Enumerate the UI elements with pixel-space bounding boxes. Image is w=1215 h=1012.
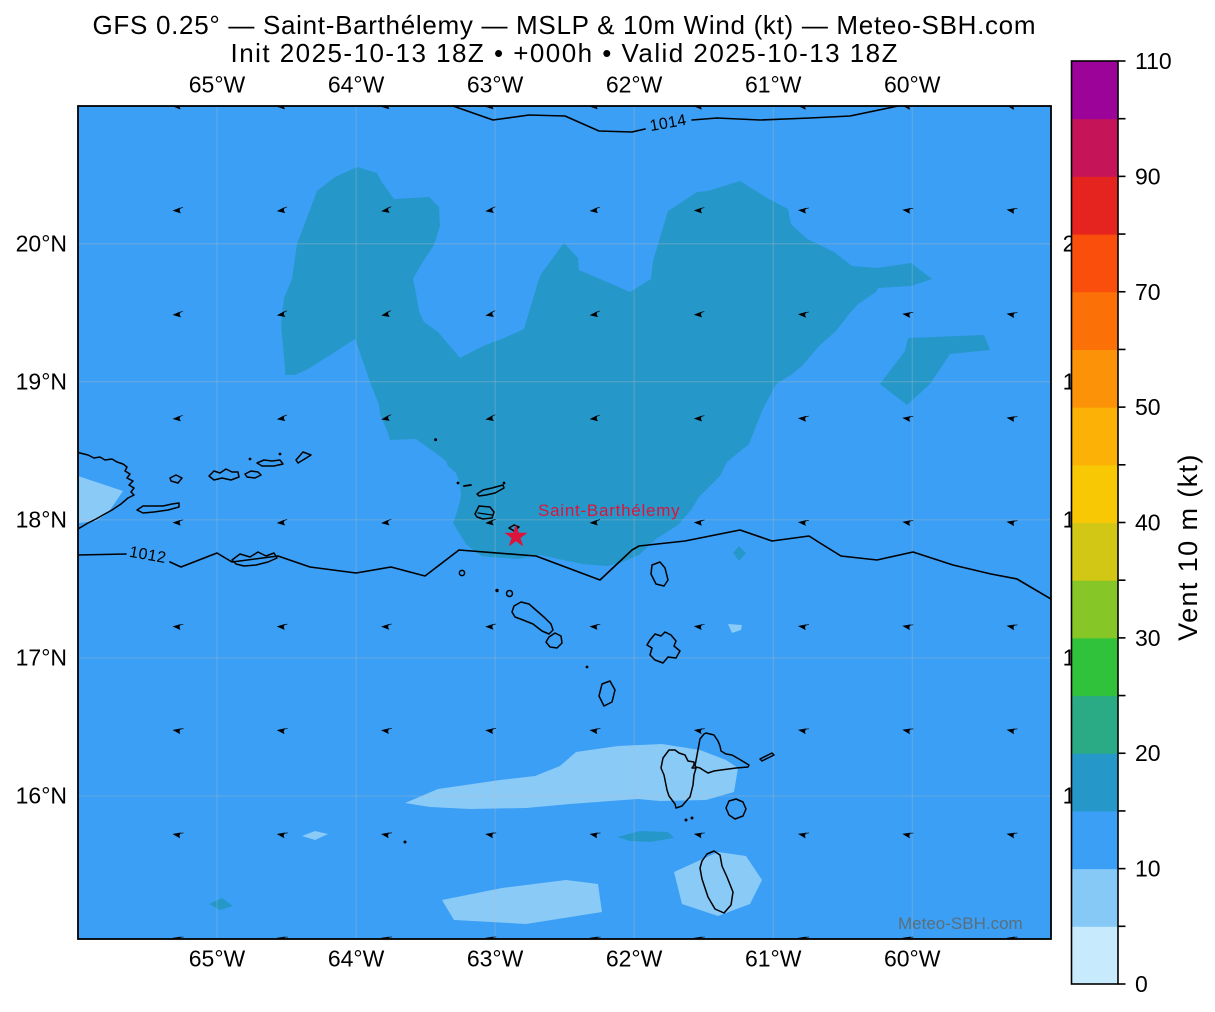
svg-text:0: 0 (1135, 971, 1148, 997)
svg-text:60°W: 60°W (884, 946, 941, 972)
svg-text:1012: 1012 (128, 544, 168, 567)
svg-text:Saint-Barthélemy: Saint-Barthélemy (538, 501, 680, 520)
svg-text:Vent 10 m (kt): Vent 10 m (kt) (1173, 453, 1203, 641)
svg-text:63°W: 63°W (467, 72, 524, 98)
svg-text:60°W: 60°W (884, 72, 941, 98)
svg-text:62°W: 62°W (606, 946, 663, 972)
svg-text:64°W: 64°W (328, 946, 385, 972)
svg-text:63°W: 63°W (467, 946, 524, 972)
svg-text:70: 70 (1135, 279, 1161, 305)
svg-text:61°W: 61°W (745, 946, 802, 972)
svg-text:20: 20 (1135, 740, 1161, 766)
svg-text:65°W: 65°W (189, 946, 246, 972)
svg-text:50: 50 (1135, 394, 1161, 420)
svg-text:Init 2025-10-13 18Z • +000h •: Init 2025-10-13 18Z • +000h • Valid 2025… (231, 38, 898, 68)
svg-text:16°N: 16°N (16, 783, 67, 809)
svg-text:62°W: 62°W (606, 72, 663, 98)
svg-text:30: 30 (1135, 625, 1161, 651)
svg-text:17°N: 17°N (16, 645, 67, 671)
svg-text:20°N: 20°N (16, 231, 67, 257)
svg-text:1014: 1014 (648, 112, 688, 135)
svg-text:GFS 0.25° — Saint-Barthélemy —: GFS 0.25° — Saint-Barthélemy — MSLP & 10… (93, 10, 1036, 40)
svg-text:61°W: 61°W (745, 72, 802, 98)
svg-text:18°N: 18°N (16, 507, 67, 533)
svg-text:Meteo-SBH.com: Meteo-SBH.com (898, 914, 1023, 933)
svg-text:90: 90 (1135, 163, 1161, 189)
svg-text:64°W: 64°W (328, 72, 385, 98)
svg-text:110: 110 (1135, 48, 1172, 74)
svg-text:10: 10 (1135, 856, 1161, 882)
svg-text:40: 40 (1135, 510, 1161, 536)
svg-text:65°W: 65°W (189, 72, 246, 98)
svg-text:19°N: 19°N (16, 369, 67, 395)
